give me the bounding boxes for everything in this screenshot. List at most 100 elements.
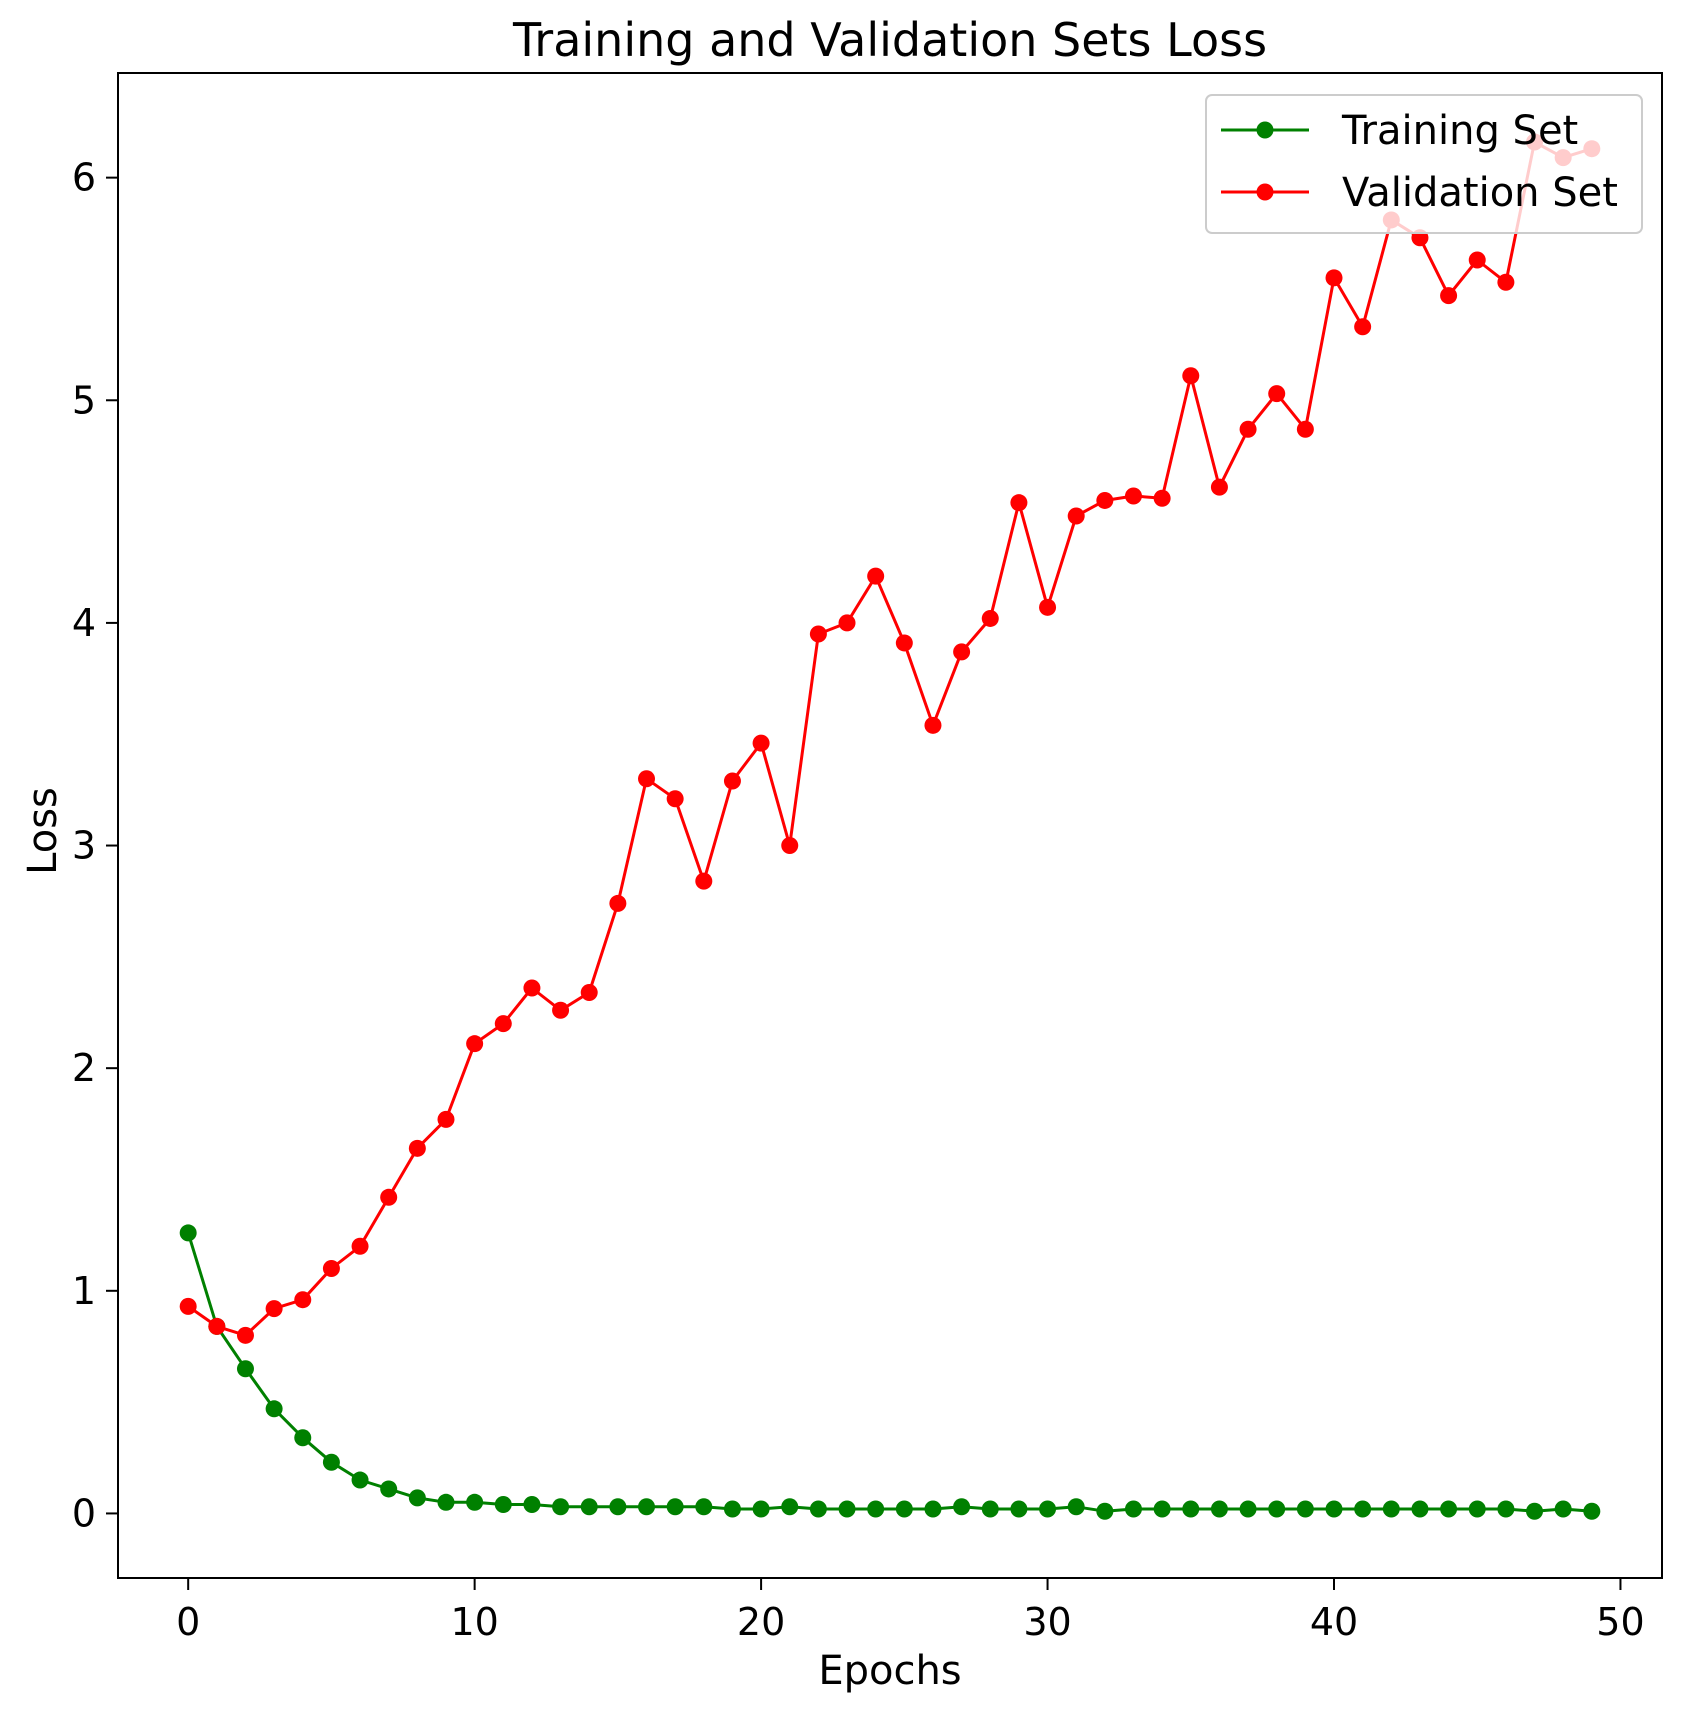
validation-point bbox=[1039, 598, 1057, 616]
plot-area: 0 10 20 30 40 50 0 1 2 3 4 5 6 bbox=[72, 72, 1663, 1644]
training-point bbox=[408, 1489, 426, 1507]
training-point bbox=[1210, 1500, 1228, 1518]
validation-point bbox=[294, 1291, 312, 1309]
y-tick-label: 2 bbox=[72, 1046, 96, 1090]
validation-point bbox=[1153, 489, 1171, 507]
training-point bbox=[1268, 1500, 1286, 1518]
training-point bbox=[322, 1453, 340, 1471]
validation-point bbox=[867, 567, 885, 585]
training-point bbox=[351, 1471, 369, 1489]
validation-point bbox=[1182, 367, 1200, 385]
x-tick-label: 30 bbox=[1023, 1600, 1071, 1644]
x-axis-label: Epochs bbox=[818, 1648, 961, 1694]
validation-point bbox=[1124, 487, 1142, 505]
training-point bbox=[494, 1496, 512, 1514]
training-point bbox=[294, 1429, 312, 1447]
training-point bbox=[437, 1493, 455, 1511]
y-axis-label: Loss bbox=[20, 787, 66, 875]
training-point bbox=[466, 1493, 484, 1511]
training-point bbox=[1067, 1498, 1085, 1516]
y-tick-label: 1 bbox=[72, 1269, 96, 1313]
legend-marker bbox=[1256, 121, 1274, 139]
validation-point bbox=[466, 1035, 484, 1053]
training-point bbox=[1182, 1500, 1200, 1518]
training-point bbox=[580, 1498, 598, 1516]
x-tick-label: 40 bbox=[1310, 1600, 1358, 1644]
training-point bbox=[1124, 1500, 1142, 1518]
legend-label: Training Set bbox=[1341, 108, 1578, 154]
validation-point bbox=[380, 1188, 398, 1206]
training-point bbox=[1010, 1500, 1028, 1518]
validation-point bbox=[580, 983, 598, 1001]
validation-point bbox=[609, 894, 627, 912]
validation-point bbox=[408, 1139, 426, 1157]
validation-point bbox=[552, 1001, 570, 1019]
validation-point bbox=[265, 1300, 283, 1318]
validation-point bbox=[208, 1317, 226, 1335]
validation-point bbox=[1268, 385, 1286, 403]
training-point bbox=[695, 1498, 713, 1516]
validation-point bbox=[494, 1015, 512, 1033]
training-point bbox=[1039, 1500, 1057, 1518]
x-tick-label: 10 bbox=[450, 1600, 498, 1644]
validation-point bbox=[437, 1110, 455, 1128]
validation-point bbox=[895, 634, 913, 652]
y-tick-label: 5 bbox=[72, 378, 96, 422]
training-point bbox=[1354, 1500, 1372, 1518]
validation-point bbox=[322, 1260, 340, 1278]
x-tick-label: 50 bbox=[1596, 1600, 1644, 1644]
y-tick-label: 4 bbox=[72, 601, 96, 645]
validation-point bbox=[1440, 287, 1458, 305]
validation-point bbox=[781, 837, 799, 855]
validation-point bbox=[695, 872, 713, 890]
chart-title: Training and Validation Sets Loss bbox=[512, 13, 1267, 67]
x-tick-label: 20 bbox=[737, 1600, 785, 1644]
training-point bbox=[809, 1500, 827, 1518]
validation-point bbox=[1239, 420, 1257, 438]
training-point bbox=[1526, 1502, 1544, 1520]
training-point bbox=[1096, 1502, 1114, 1520]
training-point bbox=[895, 1500, 913, 1518]
training-point bbox=[638, 1498, 656, 1516]
training-point bbox=[1554, 1500, 1572, 1518]
validation-point bbox=[351, 1237, 369, 1255]
validation-point bbox=[666, 790, 684, 808]
training-point bbox=[236, 1360, 254, 1378]
training-point bbox=[523, 1496, 541, 1514]
training-point bbox=[1325, 1500, 1343, 1518]
training-point bbox=[179, 1224, 197, 1242]
validation-point bbox=[924, 716, 942, 734]
training-point bbox=[924, 1500, 942, 1518]
training-point bbox=[265, 1400, 283, 1418]
validation-point bbox=[752, 734, 770, 752]
validation-point bbox=[723, 772, 741, 790]
training-point bbox=[752, 1500, 770, 1518]
training-point bbox=[723, 1500, 741, 1518]
validation-point bbox=[1354, 318, 1372, 336]
training-point bbox=[981, 1500, 999, 1518]
validation-point bbox=[236, 1326, 254, 1344]
training-point bbox=[867, 1500, 885, 1518]
validation-point bbox=[1210, 478, 1228, 496]
training-point bbox=[666, 1498, 684, 1516]
training-point bbox=[609, 1498, 627, 1516]
validation-point bbox=[1497, 273, 1515, 291]
training-point bbox=[1497, 1500, 1515, 1518]
validation-point bbox=[809, 625, 827, 643]
validation-point bbox=[1096, 491, 1114, 509]
legend-label: Validation Set bbox=[1342, 170, 1618, 216]
validation-point bbox=[1296, 420, 1314, 438]
validation-point bbox=[1067, 507, 1085, 525]
validation-point bbox=[179, 1297, 197, 1315]
training-point bbox=[953, 1498, 971, 1516]
legend-marker bbox=[1256, 183, 1274, 201]
training-point bbox=[552, 1498, 570, 1516]
x-tick-label: 0 bbox=[176, 1600, 200, 1644]
training-point bbox=[1153, 1500, 1171, 1518]
training-point bbox=[1239, 1500, 1257, 1518]
training-point bbox=[838, 1500, 856, 1518]
validation-point bbox=[523, 979, 541, 997]
